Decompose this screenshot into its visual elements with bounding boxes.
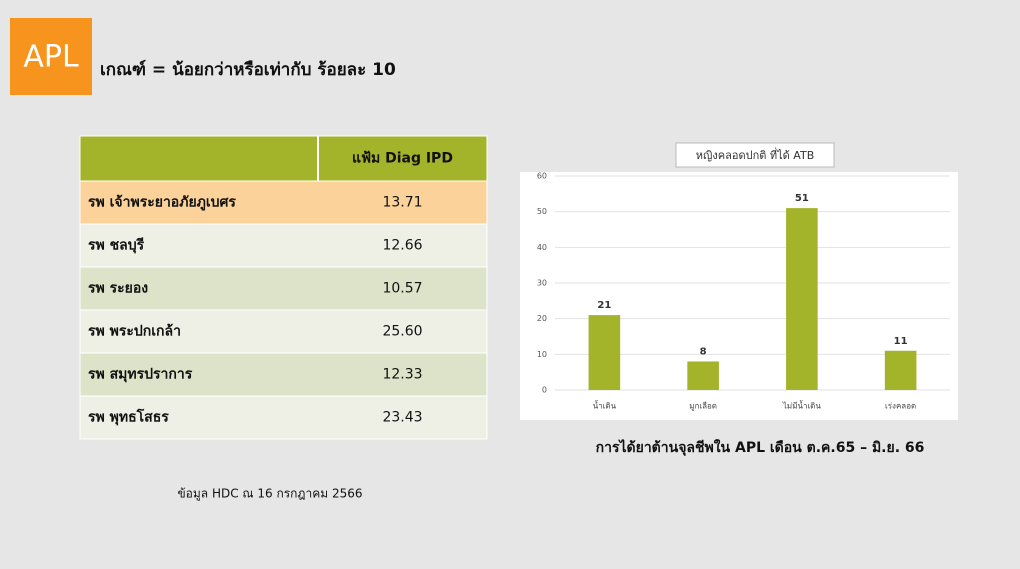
- x-tick-label: เร่งคลอด: [885, 402, 916, 411]
- row-name: รพ พุทธโสธร: [88, 408, 169, 426]
- y-tick-label: 50: [537, 207, 547, 216]
- y-tick-label: 40: [537, 243, 547, 252]
- row-value: 12.33: [382, 367, 422, 383]
- y-tick-label: 20: [537, 314, 547, 323]
- row-name: รพ ระยอง: [88, 281, 148, 297]
- table-row: [79, 309, 488, 354]
- row-name: รพ สมุทรปราการ: [88, 367, 193, 383]
- note: ข้อมูล HDC ณ 16 กรกฎาคม 2566: [177, 487, 362, 502]
- y-tick-label: 10: [537, 350, 547, 359]
- table-row: [79, 223, 488, 268]
- chart-title-box: [675, 142, 835, 168]
- row-value: 10.57: [382, 281, 422, 297]
- y-tick-label: 60: [537, 172, 547, 181]
- bar: [884, 350, 917, 390]
- table-row: [79, 395, 488, 440]
- badge: [10, 18, 92, 95]
- title: เกณฑ์ = น้อยกว่าหรือเท่ากับ ร้อยละ 10: [100, 59, 396, 80]
- data-label: 8: [700, 346, 707, 357]
- bar: [786, 208, 818, 390]
- row-value: 12.66: [382, 238, 422, 254]
- bar: [687, 361, 719, 390]
- chart-caption: การได้ยาต้านจุลชีพใน APL เดือน ต.ค.65 – …: [596, 438, 925, 456]
- bar: [588, 315, 621, 390]
- table-row: [79, 266, 488, 311]
- badge-text: APL: [23, 40, 79, 75]
- chart-title: หญิงคลอดปกติ ที่ได้ ATB: [696, 147, 815, 162]
- x-tick-label: ไม่มีน้ำเดิน: [782, 400, 821, 411]
- y-tick-label: 30: [537, 279, 547, 288]
- x-tick-label: น้ำเดิน: [593, 400, 617, 411]
- data-label: 11: [894, 336, 908, 347]
- row-value: 13.71: [382, 195, 422, 211]
- data-label: 21: [597, 300, 611, 311]
- row-name: รพ ชลบุรี: [88, 238, 145, 254]
- row-value: 25.60: [382, 324, 422, 340]
- table-header: แฟ้ม Diag IPD: [352, 151, 453, 167]
- data-label: 51: [795, 193, 809, 204]
- row-name: รพ เจ้าพระยาอภัยภูเบศร: [88, 195, 236, 211]
- row-name: รพ พระปกเกล้า: [88, 324, 181, 340]
- y-tick-label: 0: [542, 386, 547, 395]
- table-row: [79, 352, 488, 397]
- x-tick-label: มูกเลือด: [689, 402, 717, 412]
- row-value: 23.43: [382, 410, 422, 426]
